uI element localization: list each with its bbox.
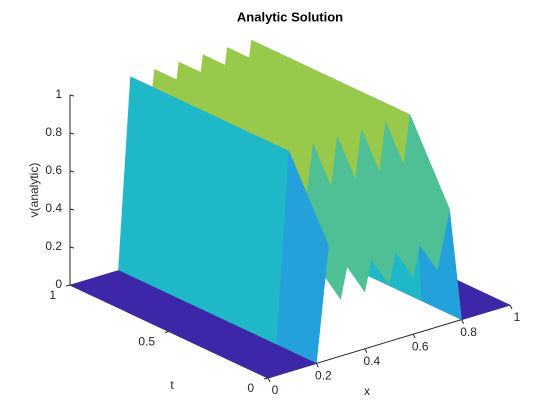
y-tick (263, 377, 269, 380)
z-tick-label: 0.8 (45, 125, 62, 139)
y-tick (65, 284, 71, 287)
x-tick (267, 377, 271, 383)
x-tick-label: 1 (514, 310, 521, 324)
y-tick (164, 331, 170, 333)
x-tick (461, 319, 465, 324)
z-tick (69, 132, 75, 135)
y-tick-label: 0 (247, 381, 254, 395)
y-tick-label: 1 (49, 288, 56, 302)
z-tick (69, 170, 75, 173)
x-tick (364, 348, 368, 354)
y-axis-label: t (170, 378, 174, 392)
z-tick (69, 94, 75, 97)
z-tick (69, 208, 75, 211)
x-axis-label: x (364, 384, 370, 398)
x-tick-label: 0 (272, 383, 279, 397)
x-tick (315, 363, 319, 368)
z-tick-label: 0.4 (45, 201, 62, 215)
z-tick-label: 1 (55, 87, 62, 101)
z-tick-label: 0 (55, 277, 62, 291)
z-tick (69, 246, 75, 249)
x-tick-label: 0.4 (363, 354, 380, 368)
z-axis-label: v(analytic) (27, 163, 41, 218)
surface-patch (228, 355, 281, 379)
x-tick-label: 0.8 (460, 325, 477, 339)
x-tick-label: 0.6 (412, 339, 429, 353)
x-tick (509, 304, 513, 310)
x-tick (412, 333, 416, 339)
chart-title: Analytic Solution (237, 9, 343, 24)
y-tick-label: 0.5 (138, 335, 155, 349)
z-tick-label: 0.2 (45, 239, 62, 253)
z-tick-label: 0.6 (45, 163, 62, 177)
x-tick-label: 0.2 (315, 369, 332, 383)
z-tick (69, 284, 75, 287)
